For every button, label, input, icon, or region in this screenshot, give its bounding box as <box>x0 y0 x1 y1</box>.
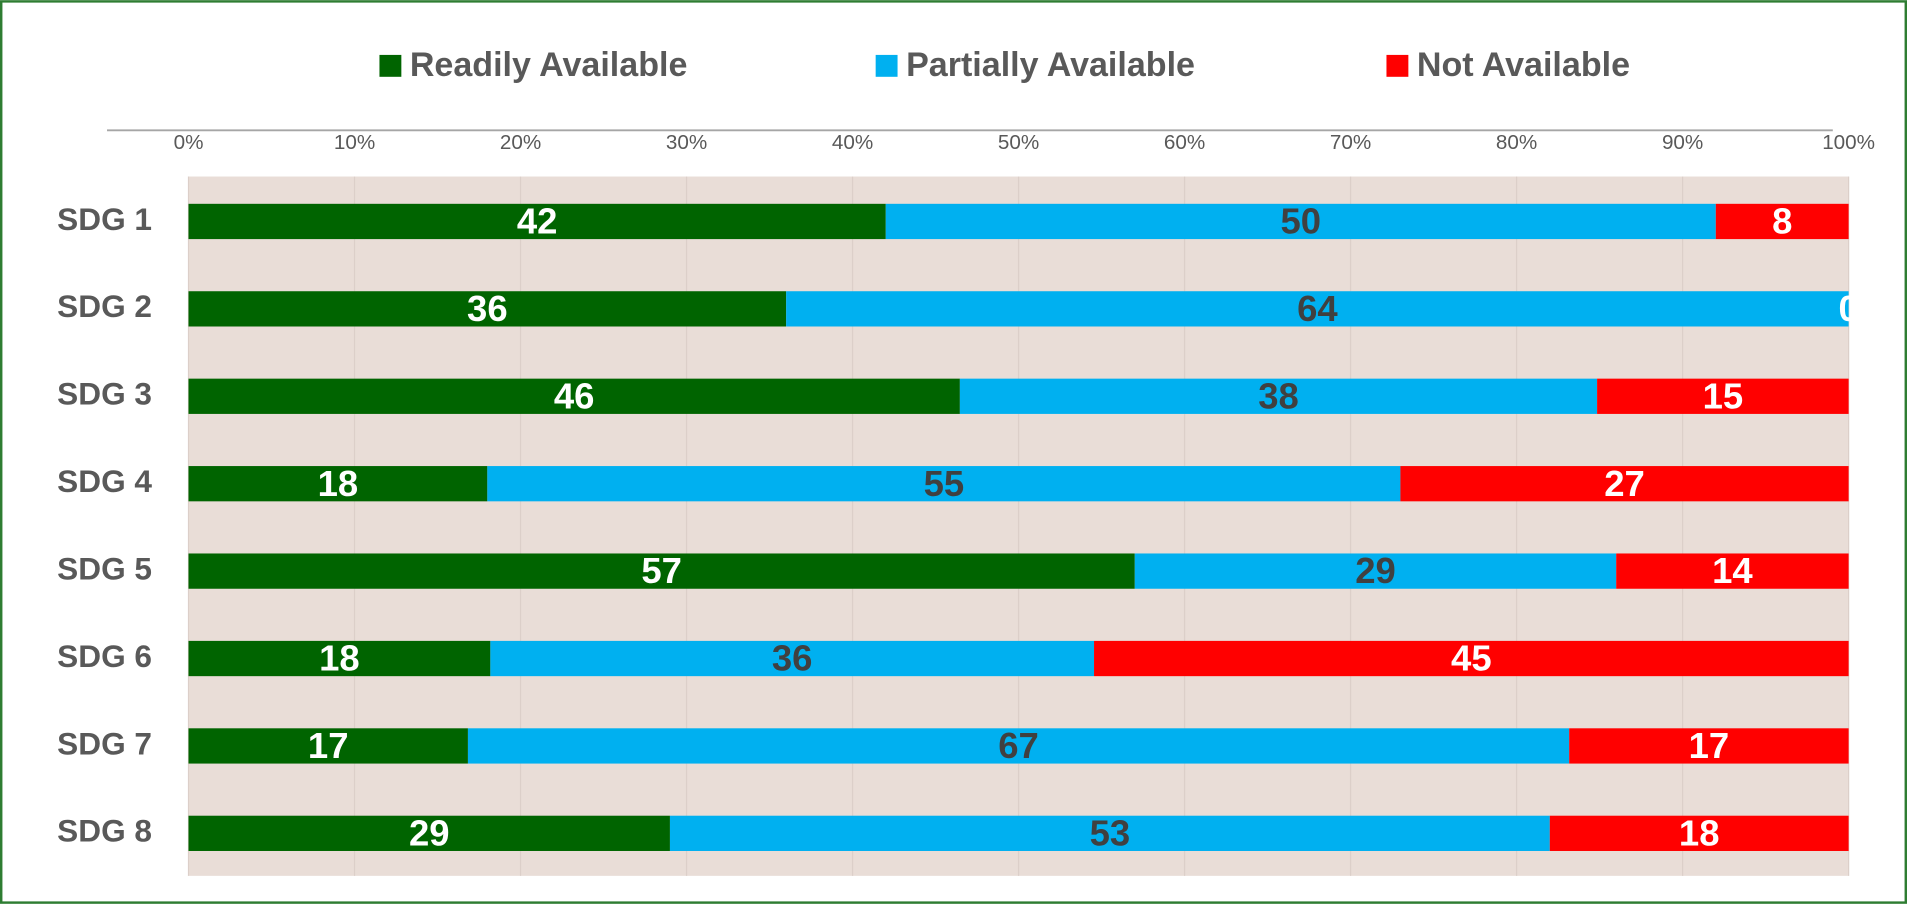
data-label: 36 <box>467 288 508 329</box>
legend-label: Not Available <box>1417 46 1630 84</box>
bar-segment <box>1094 640 1849 677</box>
data-label: 46 <box>554 375 595 416</box>
data-label: 17 <box>308 725 349 766</box>
x-tick-label: 40% <box>832 131 873 154</box>
category-label: SDG 2 <box>57 288 152 324</box>
category-label: SDG 1 <box>57 201 152 237</box>
x-tick-label: 80% <box>1496 131 1537 154</box>
bar-segment <box>786 291 1849 327</box>
bar-segment <box>188 640 491 677</box>
legend-label: Partially Available <box>906 46 1195 84</box>
data-label: 0 <box>1838 288 1858 329</box>
data-label: 45 <box>1451 638 1492 679</box>
data-label: 57 <box>641 550 682 591</box>
data-label: 38 <box>1258 375 1299 416</box>
data-label: 64 <box>1297 288 1338 329</box>
x-tick-label: 90% <box>1662 131 1703 154</box>
category-label: SDG 8 <box>57 813 152 849</box>
bar-segment <box>1400 466 1849 502</box>
data-label: 15 <box>1703 375 1744 416</box>
x-tick-label: 100% <box>1822 131 1875 154</box>
x-tick-label: 70% <box>1330 131 1371 154</box>
data-label: 53 <box>1090 812 1131 853</box>
category-label: SDG 7 <box>57 725 152 761</box>
category-label: SDG 6 <box>57 638 152 674</box>
x-tick-label: 20% <box>500 131 541 154</box>
bar-segment <box>959 378 1598 414</box>
bar-segment <box>188 815 670 851</box>
bar-segment <box>669 815 1550 851</box>
x-tick-label: 50% <box>998 131 1039 154</box>
bar-segment <box>1134 553 1617 589</box>
data-label: 29 <box>409 812 450 853</box>
x-tick-label: 30% <box>666 131 707 154</box>
data-label: 27 <box>1604 463 1645 504</box>
data-label: 14 <box>1712 550 1753 591</box>
data-label: 29 <box>1355 550 1396 591</box>
bar-segment <box>188 553 1135 589</box>
legend-swatch <box>1386 54 1409 77</box>
bar-segment <box>487 466 1401 502</box>
x-tick-label: 60% <box>1164 131 1205 154</box>
bar-segment <box>1616 553 1849 589</box>
legend-swatch <box>875 54 898 77</box>
data-label: 18 <box>1679 812 1720 853</box>
data-label: 36 <box>772 638 813 679</box>
bar-segment <box>1597 378 1849 414</box>
data-label: 42 <box>517 201 558 242</box>
bar-segment <box>188 466 488 502</box>
bar-segment <box>1569 728 1849 764</box>
legend-label: Readily Available <box>410 46 688 84</box>
data-label: 18 <box>318 463 359 504</box>
category-label: SDG 3 <box>57 376 152 412</box>
bar-segment <box>188 378 960 414</box>
category-label: SDG 5 <box>57 550 152 586</box>
data-label: 55 <box>924 463 965 504</box>
data-label: 50 <box>1280 201 1321 242</box>
legend-swatch <box>379 54 402 77</box>
category-label: SDG 4 <box>57 463 152 499</box>
data-label: 18 <box>319 638 360 679</box>
bar-segment <box>490 640 1095 677</box>
data-label: 17 <box>1689 725 1730 766</box>
bar-segment <box>1549 815 1849 851</box>
x-tick-label: 10% <box>334 131 375 154</box>
bar-segment <box>188 291 787 327</box>
bar-segment <box>885 203 1716 240</box>
bar-segment <box>188 203 886 240</box>
data-label: 67 <box>998 725 1039 766</box>
bar-segment <box>1715 203 1849 240</box>
x-tick-label: 0% <box>174 131 204 154</box>
bar-segment <box>188 728 468 764</box>
data-label: 8 <box>1772 201 1792 242</box>
bar-segment <box>467 728 1570 764</box>
